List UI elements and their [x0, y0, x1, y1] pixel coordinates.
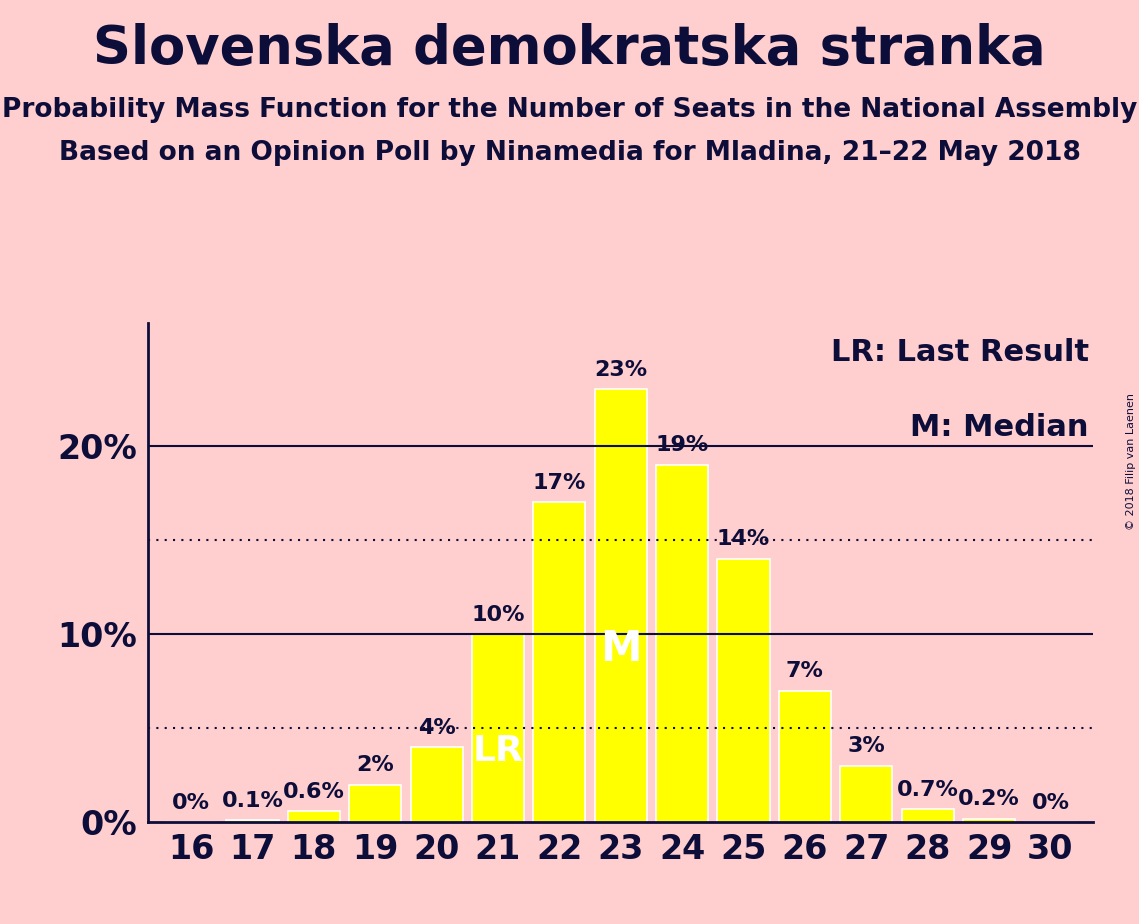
Text: 17%: 17% — [533, 473, 587, 492]
Text: 10%: 10% — [472, 604, 525, 625]
Text: LR: Last Result: LR: Last Result — [830, 338, 1089, 368]
Text: 0.1%: 0.1% — [221, 791, 284, 811]
Bar — [410, 747, 462, 822]
Text: 0.7%: 0.7% — [896, 780, 959, 800]
Text: 0%: 0% — [1032, 793, 1070, 813]
Text: M: M — [600, 628, 641, 670]
Bar — [902, 809, 953, 822]
Bar — [718, 559, 770, 822]
Bar — [841, 766, 892, 822]
Text: 2%: 2% — [357, 755, 394, 775]
Bar — [288, 811, 339, 822]
Bar — [962, 819, 1015, 822]
Bar — [472, 634, 524, 822]
Text: Slovenska demokratska stranka: Slovenska demokratska stranka — [93, 23, 1046, 75]
Bar — [656, 465, 708, 822]
Text: Based on an Opinion Poll by Ninamedia for Mladina, 21–22 May 2018: Based on an Opinion Poll by Ninamedia fo… — [58, 140, 1081, 166]
Text: Probability Mass Function for the Number of Seats in the National Assembly: Probability Mass Function for the Number… — [2, 97, 1137, 123]
Text: 0%: 0% — [172, 793, 210, 813]
Text: 19%: 19% — [656, 435, 708, 456]
Text: 0.2%: 0.2% — [958, 789, 1019, 809]
Text: 3%: 3% — [847, 736, 885, 757]
Bar — [779, 690, 831, 822]
Text: 14%: 14% — [716, 529, 770, 550]
Bar — [350, 784, 401, 822]
Text: 7%: 7% — [786, 662, 823, 681]
Text: M: Median: M: Median — [910, 413, 1089, 443]
Bar — [227, 821, 279, 822]
Text: LR: LR — [473, 734, 524, 768]
Text: © 2018 Filip van Laenen: © 2018 Filip van Laenen — [1126, 394, 1136, 530]
Text: 0.6%: 0.6% — [282, 782, 345, 802]
Bar — [533, 503, 585, 822]
Text: 4%: 4% — [418, 718, 456, 737]
Bar — [595, 389, 647, 822]
Text: 23%: 23% — [595, 359, 647, 380]
